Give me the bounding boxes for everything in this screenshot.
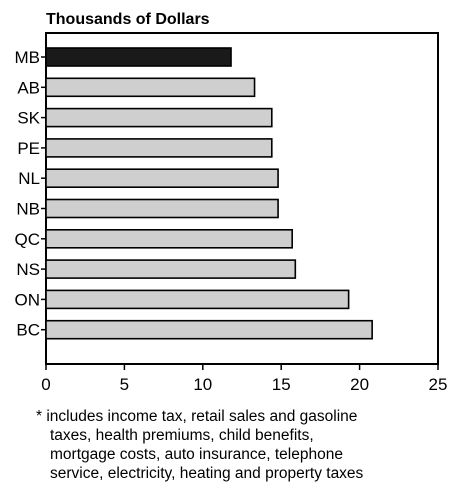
category-label-on: ON	[15, 290, 41, 309]
bar-chart: Thousands of Dollars MB AB SK PE NL NB QC NS ON B…	[15, 11, 448, 394]
x-axis-ticks: 0 5 10 15 20 25	[41, 56, 448, 394]
bar-mb	[45, 47, 232, 67]
bar-nb	[45, 198, 279, 219]
bar-ns	[45, 259, 297, 279]
category-label-sk: SK	[17, 109, 40, 128]
category-label-ab: AB	[17, 78, 40, 97]
plot-frame	[45, 32, 439, 365]
bar-nl	[45, 168, 279, 188]
y-axis-title: Thousands of Dollars	[46, 11, 210, 28]
x-tick-label-25: 25	[429, 375, 448, 394]
category-label-nb: NB	[16, 200, 40, 219]
footnote-line-4: service, electricity, heating and proper…	[50, 465, 364, 482]
category-label-ns: NS	[16, 260, 40, 279]
x-tick-label-5: 5	[120, 375, 129, 394]
x-tick-label-15: 15	[272, 375, 291, 394]
category-label-mb: MB	[15, 48, 41, 67]
x-tick-label-10: 10	[193, 375, 212, 394]
category-label-nl: NL	[18, 169, 40, 188]
bars-layer	[45, 47, 373, 340]
bar-ab	[45, 77, 256, 98]
bar-on	[45, 289, 350, 310]
category-labels: MB AB SK PE NL NB QC NS ON BC	[15, 48, 41, 340]
category-label-bc: BC	[16, 321, 40, 340]
x-tick-label-0: 0	[41, 375, 50, 394]
footnote-line-2: taxes, health premiums, child benefits,	[50, 427, 314, 444]
bar-pe	[45, 138, 273, 158]
x-tick-label-20: 20	[350, 375, 369, 394]
footnote-line-3: mortgage costs, auto insurance, telephon…	[50, 446, 343, 463]
footnote-line-1: * includes income tax, retail sales and …	[36, 408, 358, 425]
footnote: * includes income tax, retail sales and …	[36, 407, 451, 483]
bar-bc	[45, 319, 373, 340]
bar-sk	[45, 107, 273, 128]
category-label-qc: QC	[15, 230, 41, 249]
category-label-pe: PE	[17, 139, 40, 158]
bar-qc	[45, 229, 293, 249]
